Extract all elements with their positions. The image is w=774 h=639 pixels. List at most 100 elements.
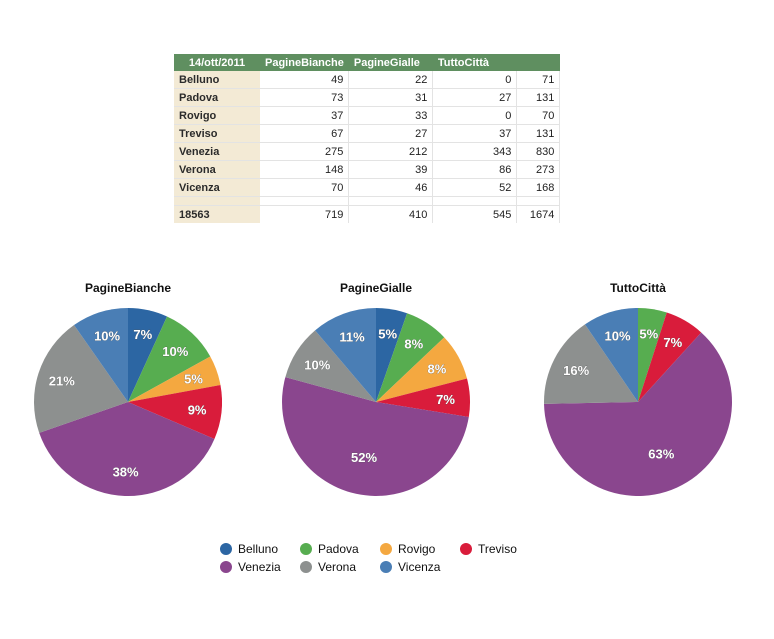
- pie-slices: [33, 308, 223, 497]
- pie-label-verona: 16%: [563, 363, 589, 378]
- legend-item-vicenza: Vicenza: [380, 560, 460, 575]
- row-label: Belluno: [174, 71, 260, 89]
- pie-slice-verona: [285, 330, 376, 402]
- pie-slice-rovigo: [128, 356, 221, 402]
- table-cell: 37: [432, 124, 518, 143]
- pie-label-rovigo: 5%: [184, 372, 203, 387]
- chart-title: PagineGialle: [340, 281, 412, 295]
- pie-labels: 7% 10% 5% 9% 38% 21% 10%: [49, 327, 208, 480]
- table-row: Venezia 275 212 343 830: [174, 142, 561, 161]
- legend-label: Venezia: [238, 560, 281, 574]
- legend-label: Treviso: [478, 542, 517, 556]
- table-row: Belluno 49 22 0 71: [174, 71, 561, 89]
- table-cell: 830: [516, 142, 561, 161]
- pie-label-treviso: 9%: [188, 403, 207, 418]
- table-cell: 73: [260, 88, 350, 107]
- pie-slice-treviso: [128, 385, 223, 439]
- header-pagine-gialle: PagineGialle: [348, 54, 433, 71]
- total-cell: 719: [260, 205, 350, 223]
- table-cell: 70: [516, 106, 561, 125]
- pie-slice-padova: [376, 313, 445, 402]
- table-cell: 46: [348, 178, 434, 197]
- pie-chart-tutto-citta: TuttoCittà 5% 7% 63% 16% 10%: [544, 281, 733, 497]
- table-cell: 0: [432, 106, 518, 125]
- table-cell: 70: [260, 178, 350, 197]
- legend-swatch: [300, 561, 312, 573]
- legend-item-rovigo: Rovigo: [380, 542, 460, 557]
- pie-chart-pagine-bianche: PagineBianche 7% 10% 5% 9% 38% 21% 10%: [33, 281, 223, 497]
- row-label: Treviso: [174, 124, 260, 143]
- pie-label-venezia: 63%: [648, 446, 674, 461]
- table-cell: 37: [260, 106, 350, 125]
- legend-item-belluno: Belluno: [220, 542, 300, 557]
- pie-label-verona: 10%: [304, 358, 330, 373]
- pie-chart-pagine-gialle: PagineGialle 5% 8% 8% 7% 52% 10% 11%: [282, 281, 471, 496]
- pie-slice-verona: [544, 324, 638, 404]
- legend-label: Vicenza: [398, 560, 441, 574]
- table-cell: 27: [432, 88, 518, 107]
- table-cell: 71: [516, 71, 561, 89]
- header-pagine-bianche: PagineBianche: [260, 54, 349, 71]
- chart-title: TuttoCittà: [610, 281, 666, 295]
- pie-label-padova: 10%: [162, 344, 188, 359]
- spacer-cell: [174, 196, 260, 206]
- table-header-row: 14/ott/2011 PagineBianche PagineGialle T…: [174, 54, 560, 71]
- table-row: Treviso 67 27 37 131: [174, 124, 561, 143]
- legend-item-treviso: Treviso: [460, 542, 540, 557]
- chart-title: PagineBianche: [85, 281, 171, 295]
- pie-labels: 5% 8% 8% 7% 52% 10% 11%: [304, 326, 455, 465]
- pie-slice-vicenza: [74, 308, 128, 402]
- table-cell: 0: [432, 71, 518, 89]
- pie-label-venezia: 38%: [113, 465, 139, 480]
- table-cell: 131: [516, 124, 561, 143]
- pie-label-vicenza: 10%: [94, 329, 120, 344]
- legend-swatch: [380, 543, 392, 555]
- pie-slice-treviso: [376, 378, 471, 418]
- pie-slice-vicenza: [315, 308, 376, 402]
- pie-slice-padova: [638, 308, 667, 402]
- legend-swatch: [460, 543, 472, 555]
- header-tutto-citta: TuttoCittà: [432, 54, 517, 71]
- table-row: Verona 148 39 86 273: [174, 160, 561, 179]
- table-cell: 31: [348, 88, 434, 107]
- table-cell: 39: [348, 160, 434, 179]
- legend-label: Padova: [318, 542, 359, 556]
- table-cell: 67: [260, 124, 350, 143]
- total-label: 18563: [174, 205, 260, 223]
- table-cell: 49: [260, 71, 350, 89]
- table-row: Vicenza 70 46 52 168: [174, 178, 561, 197]
- legend-label: Belluno: [238, 542, 279, 556]
- row-label: Padova: [174, 88, 260, 107]
- chart-legend: Belluno Padova Rovigo Treviso Venezia Verona V…: [220, 540, 550, 576]
- table-cell: 131: [516, 88, 561, 107]
- legend-item-verona: Verona: [300, 560, 380, 575]
- legend-item-padova: Padova: [300, 542, 380, 557]
- pie-slice-vicenza: [584, 308, 638, 402]
- pie-label-treviso: 7%: [436, 392, 455, 407]
- row-label: Rovigo: [174, 106, 260, 125]
- pie-label-venezia: 52%: [351, 450, 377, 465]
- legend-swatch: [220, 543, 232, 555]
- pie-slice-venezia: [282, 377, 469, 496]
- pie-slice-rovigo: [376, 337, 468, 402]
- legend-swatch: [220, 561, 232, 573]
- pie-slice-belluno: [376, 308, 408, 402]
- total-cell: 545: [432, 205, 518, 223]
- total-cell: 1674: [516, 205, 561, 223]
- pie-labels: 5% 7% 63% 16% 10%: [563, 326, 683, 461]
- pie-charts: PagineBianche 7% 10% 5% 9% 38% 21% 10% PagineG…: [33, 281, 733, 497]
- pie-slice-venezia: [544, 332, 733, 497]
- legend-swatch: [380, 561, 392, 573]
- row-label: Vicenza: [174, 178, 260, 197]
- legend-swatch: [300, 543, 312, 555]
- header-date: 14/ott/2011: [174, 54, 260, 71]
- pie-label-verona: 21%: [49, 374, 75, 389]
- spacer-cell: [516, 196, 561, 206]
- table-cell: 212: [348, 142, 434, 161]
- legend-label: Rovigo: [398, 542, 436, 556]
- table-spacer-row: [174, 196, 561, 206]
- pie-label-belluno: 7%: [133, 327, 152, 342]
- pie-label-vicenza: 11%: [339, 330, 365, 345]
- pie-label-rovigo: 8%: [428, 361, 447, 376]
- table-cell: 33: [348, 106, 434, 125]
